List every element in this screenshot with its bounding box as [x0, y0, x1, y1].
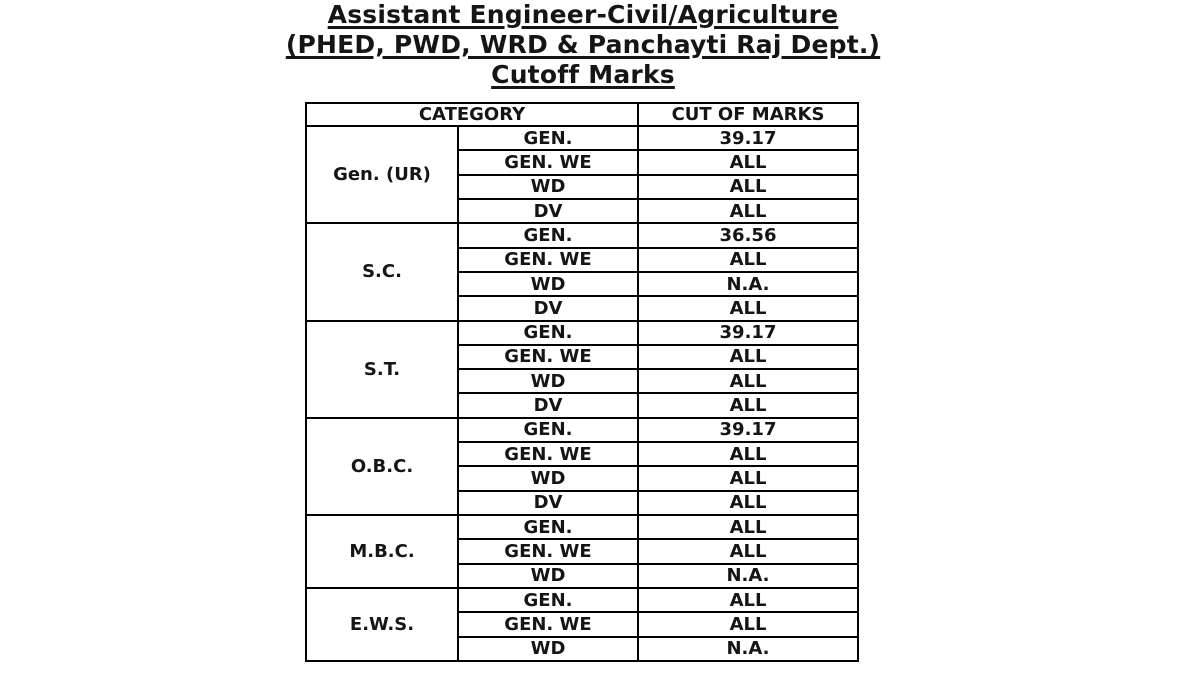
subcategory-cell: GEN. WE	[457, 611, 639, 638]
subcategory-cell: GEN. WE	[457, 441, 639, 468]
table-row: GEN. WE ALL	[306, 149, 859, 176]
subcategory-cell: GEN.	[457, 222, 639, 249]
marks-header-cell: CUT OF MARKS	[637, 102, 859, 127]
marks-cell: N.A.	[637, 635, 859, 663]
title-departments: (PHED, PWD, WRD & Panchayti Raj Dept.)	[285, 30, 881, 59]
marks-cell: ALL	[637, 392, 859, 419]
table-row: GEN. WE ALL	[306, 611, 859, 638]
title-line-3: Cutoff Marks	[0, 60, 1166, 90]
subcategory-cell: GEN. WE	[457, 538, 639, 565]
title-post-name: Assistant Engineer-Civil/Agriculture	[327, 0, 839, 29]
title-line-1: Assistant Engineer-Civil/Agriculture	[0, 0, 1166, 30]
title-line-2: (PHED, PWD, WRD & Panchayti Raj Dept.)	[0, 30, 1166, 60]
subcategory-cell: WD	[457, 173, 639, 200]
table-row: GEN. WE ALL	[306, 538, 859, 565]
table-row: WD ALL	[306, 368, 859, 395]
table-row: DV ALL	[306, 392, 859, 419]
marks-cell: ALL	[637, 295, 859, 322]
subcategory-cell: WD	[457, 562, 639, 589]
category-group-cell: E.W.S.	[305, 586, 459, 663]
table-row: GEN. WE ALL	[306, 343, 859, 371]
marks-cell: ALL	[637, 465, 859, 492]
category-header-cell: CATEGORY	[305, 102, 639, 127]
cutoff-marks-table: CATEGORY CUT OF MARKS Gen. (UR) GEN. 39.17…	[305, 102, 859, 663]
title-cutoff-marks: Cutoff Marks	[491, 60, 675, 89]
table-row: WD N.A.	[306, 635, 859, 663]
subcategory-cell: GEN.	[457, 124, 639, 152]
table-row: DV ALL	[306, 197, 859, 225]
table-row: GEN. WE ALL	[306, 441, 859, 468]
marks-cell: ALL	[637, 489, 859, 517]
table-header-row: CATEGORY CUT OF MARKS	[305, 102, 859, 127]
marks-cell: N.A.	[637, 562, 859, 589]
category-group-cell: Gen. (UR)	[305, 124, 459, 225]
marks-cell: 39.17	[637, 416, 859, 444]
subcategory-cell: GEN. WE	[457, 343, 639, 371]
table-row: WD N.A.	[306, 270, 859, 298]
marks-cell: ALL	[637, 173, 859, 200]
table-row: WD ALL	[306, 173, 859, 200]
marks-cell: ALL	[637, 538, 859, 565]
table-row: DV ALL	[306, 295, 859, 322]
table-row: GEN. WE ALL	[306, 246, 859, 273]
marks-cell: ALL	[637, 197, 859, 225]
marks-cell: ALL	[637, 149, 859, 176]
table-row: E.W.S. GEN. ALL	[305, 586, 859, 663]
subcategory-cell: WD	[457, 635, 639, 663]
marks-cell: N.A.	[637, 270, 859, 298]
category-group-cell: O.B.C.	[305, 416, 459, 517]
subcategory-cell: WD	[457, 270, 639, 298]
marks-cell: 36.56	[637, 222, 859, 249]
subcategory-cell: DV	[457, 197, 639, 225]
subcategory-cell: DV	[457, 295, 639, 322]
table-row: Gen. (UR) GEN. 39.17	[305, 124, 859, 225]
marks-cell: ALL	[637, 368, 859, 395]
subcategory-cell: WD	[457, 368, 639, 395]
marks-cell: ALL	[637, 586, 859, 614]
category-group-cell: S.T.	[305, 319, 459, 419]
table-row: WD N.A.	[306, 562, 859, 589]
marks-cell: ALL	[637, 513, 859, 541]
marks-cell: 39.17	[637, 319, 859, 346]
subcategory-cell: DV	[457, 489, 639, 517]
table-row: WD ALL	[306, 465, 859, 492]
subcategory-cell: GEN. WE	[457, 246, 639, 273]
marks-cell: 39.17	[637, 124, 859, 152]
table-row: DV ALL	[306, 489, 859, 517]
table-row: S.C. GEN. 36.56	[305, 222, 859, 322]
table-row: S.T. GEN. 39.17	[305, 319, 859, 419]
category-group-cell: S.C.	[305, 222, 459, 322]
category-group-cell: M.B.C.	[305, 514, 459, 589]
subcategory-cell: GEN. WE	[457, 149, 639, 176]
marks-cell: ALL	[637, 611, 859, 638]
marks-cell: ALL	[637, 343, 859, 371]
marks-cell: ALL	[637, 441, 859, 468]
marks-cell: ALL	[637, 246, 859, 273]
subcategory-cell: GEN.	[457, 513, 639, 541]
document-title-block: Assistant Engineer-Civil/Agriculture (PH…	[0, 0, 1166, 90]
subcategory-cell: WD	[457, 465, 639, 492]
subcategory-cell: DV	[457, 392, 639, 419]
table-row: O.B.C. GEN. 39.17	[305, 416, 859, 517]
subcategory-cell: GEN.	[457, 416, 639, 444]
table-row: M.B.C. GEN. ALL	[305, 513, 859, 589]
subcategory-cell: GEN.	[457, 319, 639, 346]
subcategory-cell: GEN.	[457, 586, 639, 614]
